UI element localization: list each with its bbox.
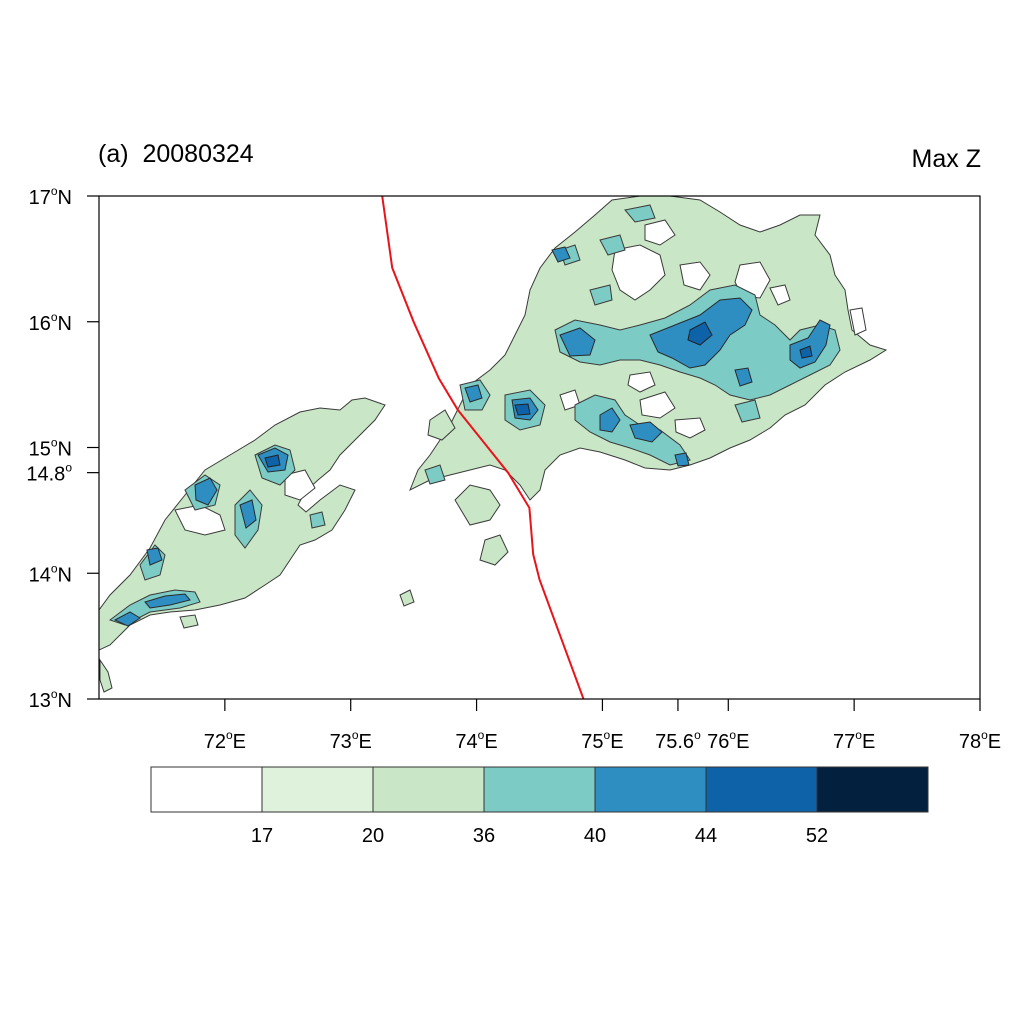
- colorbar-label: 17: [251, 825, 273, 847]
- colorbar-swatch: [816, 766, 929, 813]
- panel-label: (a): [98, 140, 129, 168]
- y-tick-label: 17oN: [29, 184, 72, 209]
- y-tick-label: 15oN: [29, 436, 72, 461]
- y-tick-label: 16oN: [29, 310, 72, 335]
- colorbar-swatch: [150, 766, 263, 813]
- map-plot-area: [99, 196, 888, 699]
- colorbar-label: 20: [362, 825, 384, 847]
- colorbar-label: 44: [695, 825, 717, 847]
- panel-title: (a) 20080324: [98, 140, 254, 169]
- x-tick-label: 76oE: [707, 728, 749, 753]
- colorbar-swatch: [372, 766, 485, 813]
- x-tick-label: 75.6o: [655, 728, 701, 753]
- colorbar-label: 40: [584, 825, 606, 847]
- y-tick-label: 14oN: [29, 561, 72, 586]
- date-label: 20080324: [142, 140, 254, 168]
- y-tick-label: 13oN: [29, 687, 72, 712]
- colorbar-swatch: [261, 766, 374, 813]
- colorbar-swatch: [705, 766, 818, 813]
- x-tick-label: 74oE: [455, 728, 497, 753]
- colorbar-label: 52: [806, 825, 828, 847]
- x-tick-label: 78oE: [959, 728, 1001, 753]
- contour-level-52: [264, 321, 813, 468]
- colorbar-label: 36: [473, 825, 495, 847]
- colorbar: 17 20 36 40 44 52: [150, 766, 929, 847]
- colorbar-swatch: [483, 766, 596, 813]
- x-axis: 72oE 73oE 74oE 75oE 75.6o 76oE 77oE 78oE: [204, 699, 1001, 753]
- x-tick-label: 73oE: [330, 728, 372, 753]
- variable-label: Max Z: [911, 145, 981, 173]
- contour-level-20: [99, 196, 888, 693]
- x-tick-label: 77oE: [833, 728, 875, 753]
- rain-band-south-cells: [99, 409, 509, 693]
- x-tick-label: 75oE: [581, 728, 623, 753]
- colorbar-swatch: [594, 766, 707, 813]
- y-tick-label: 14.8o: [26, 461, 72, 486]
- storm-track-line: [381, 196, 585, 699]
- x-tick-label: 72oE: [204, 728, 246, 753]
- contour-holes: [174, 219, 867, 536]
